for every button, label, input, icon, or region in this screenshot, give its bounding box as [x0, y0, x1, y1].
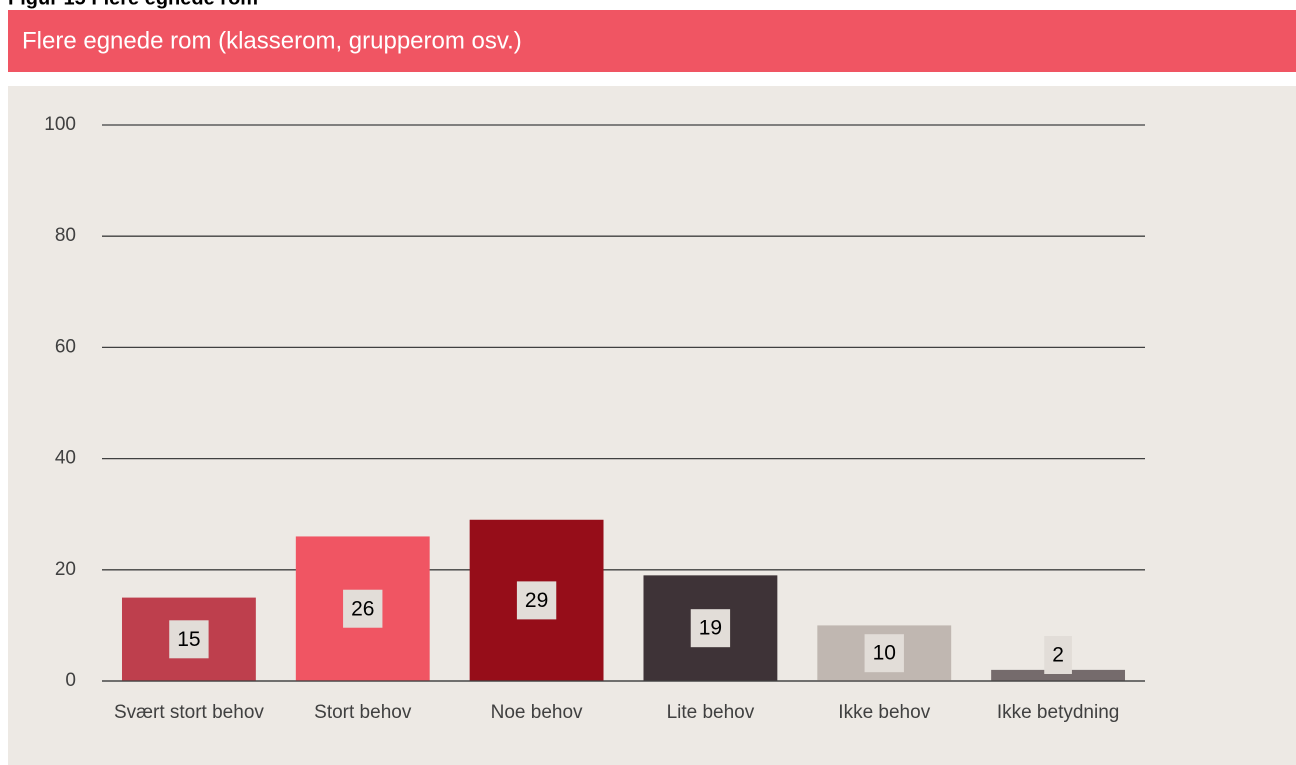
data-label: 2	[1052, 644, 1064, 667]
data-label: 29	[525, 589, 548, 612]
x-tick-label: Ikke behov	[838, 702, 930, 723]
data-label-box	[343, 589, 383, 628]
figure-title: Figur 15 Flere egnede rom	[8, 0, 258, 9]
y-tick-label: 60	[55, 336, 76, 357]
x-tick-label: Stort behov	[314, 702, 412, 723]
y-tick-label: 0	[65, 670, 76, 691]
data-label-box	[169, 620, 209, 659]
y-tick-label: 80	[55, 225, 76, 246]
x-tick-label: Ikke betydning	[997, 702, 1120, 723]
title-bar	[8, 10, 1296, 72]
y-tick-label: 40	[55, 448, 76, 469]
bar	[991, 669, 1126, 681]
data-label: 15	[177, 628, 200, 651]
data-label: 10	[873, 642, 896, 665]
x-tick-label: Svært stort behov	[114, 702, 264, 723]
chart-title: Flere egnede rom (klasserom, grupperom o…	[22, 27, 522, 54]
data-label: 26	[351, 597, 374, 620]
x-tick-label: Lite behov	[667, 702, 755, 723]
data-label-box	[864, 634, 904, 673]
data-label-box	[1044, 636, 1072, 674]
data-label-box	[516, 581, 557, 620]
y-tick-label: 100	[44, 114, 76, 135]
x-tick-label: Noe behov	[491, 702, 583, 723]
data-label-box	[690, 609, 731, 648]
data-label: 19	[699, 617, 722, 640]
y-tick-label: 20	[55, 559, 76, 580]
